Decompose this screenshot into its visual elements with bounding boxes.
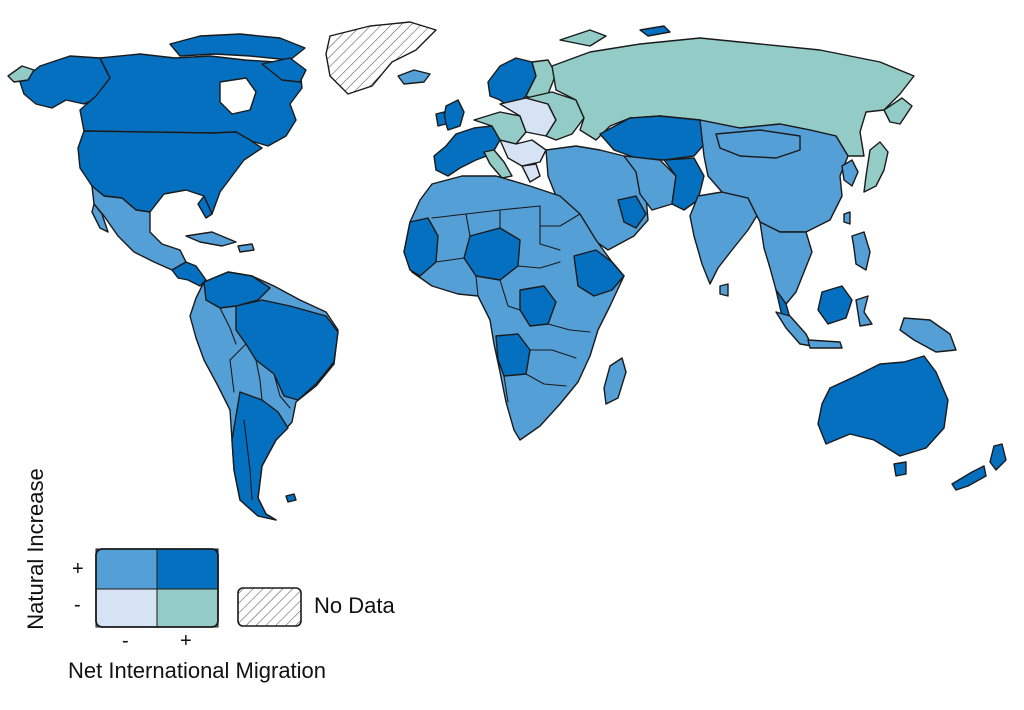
legend-cell-neg-pos — [156, 588, 219, 628]
south-america-borders — [219, 307, 291, 501]
new-zealand-north — [989, 443, 1007, 471]
legend-y-axis-label: Natural Increase — [23, 468, 48, 630]
africa-borders — [431, 205, 591, 403]
kazakhstan-central-asia — [599, 115, 709, 161]
brazil — [235, 299, 339, 401]
baltics-belarus-ukraine — [525, 91, 585, 141]
balkans — [499, 139, 547, 167]
arabian-gulf-states — [617, 195, 647, 229]
hispaniola — [237, 243, 255, 253]
sumatra — [775, 311, 813, 347]
philippines — [851, 231, 871, 271]
australia — [817, 355, 949, 457]
arctic-islands — [169, 33, 306, 61]
korea — [841, 159, 859, 187]
india — [689, 191, 759, 285]
united-kingdom — [443, 99, 465, 131]
borneo — [817, 285, 853, 325]
legend-cell-neg-neg — [95, 588, 158, 628]
iceland — [397, 69, 431, 85]
western-europe — [433, 125, 501, 177]
alaska — [19, 55, 111, 109]
ireland — [435, 111, 447, 127]
madagascar — [603, 357, 627, 405]
cuba — [185, 231, 237, 247]
legend-no-data-swatch — [237, 587, 302, 627]
greenland — [325, 21, 437, 95]
falkland-islands — [285, 493, 297, 503]
mongolia — [715, 129, 801, 159]
sri-lanka — [719, 283, 729, 297]
legend-cell-pos-neg — [95, 548, 158, 590]
arctic-archipelago-russia — [639, 25, 671, 37]
afghanistan-pakistan — [663, 157, 705, 211]
italy — [483, 149, 513, 179]
taiwan — [843, 211, 851, 225]
baja-california — [91, 203, 109, 233]
new-zealand-south — [951, 465, 987, 491]
legend-x-axis-label: Net International Migration — [68, 658, 327, 683]
tasmania — [893, 461, 907, 477]
legend-y-tick-minus: - — [74, 594, 81, 616]
argentina-chile — [231, 391, 289, 521]
baffin-island — [261, 57, 307, 83]
venezuela-colombia — [203, 271, 271, 309]
kamchatka — [883, 97, 913, 125]
java — [807, 339, 843, 349]
legend-grid-frame — [95, 548, 219, 628]
greece — [521, 163, 541, 183]
legend-y-tick-plus: + — [72, 558, 84, 580]
japan — [863, 141, 889, 193]
horn-of-africa — [573, 249, 625, 297]
mexico — [91, 185, 187, 271]
legend-x-tick-minus: - — [122, 630, 129, 652]
canada — [79, 53, 303, 147]
aleutian-islands — [7, 65, 35, 83]
no-data-label: No Data — [314, 593, 395, 618]
central-europe — [473, 111, 527, 145]
novaya-zemlya — [559, 29, 607, 47]
hudson-bay-water — [219, 77, 257, 115]
sulawesi — [855, 295, 873, 327]
legend-bivariate-grid — [95, 548, 219, 628]
iran — [623, 155, 677, 211]
sahel-central — [463, 227, 521, 281]
west-africa-sahara — [403, 217, 439, 277]
legend-x-tick-plus: + — [180, 630, 192, 652]
new-guinea — [899, 317, 957, 353]
florida — [197, 195, 213, 219]
legend-cell-pos-pos — [156, 548, 219, 590]
southeast-asia — [759, 221, 813, 305]
